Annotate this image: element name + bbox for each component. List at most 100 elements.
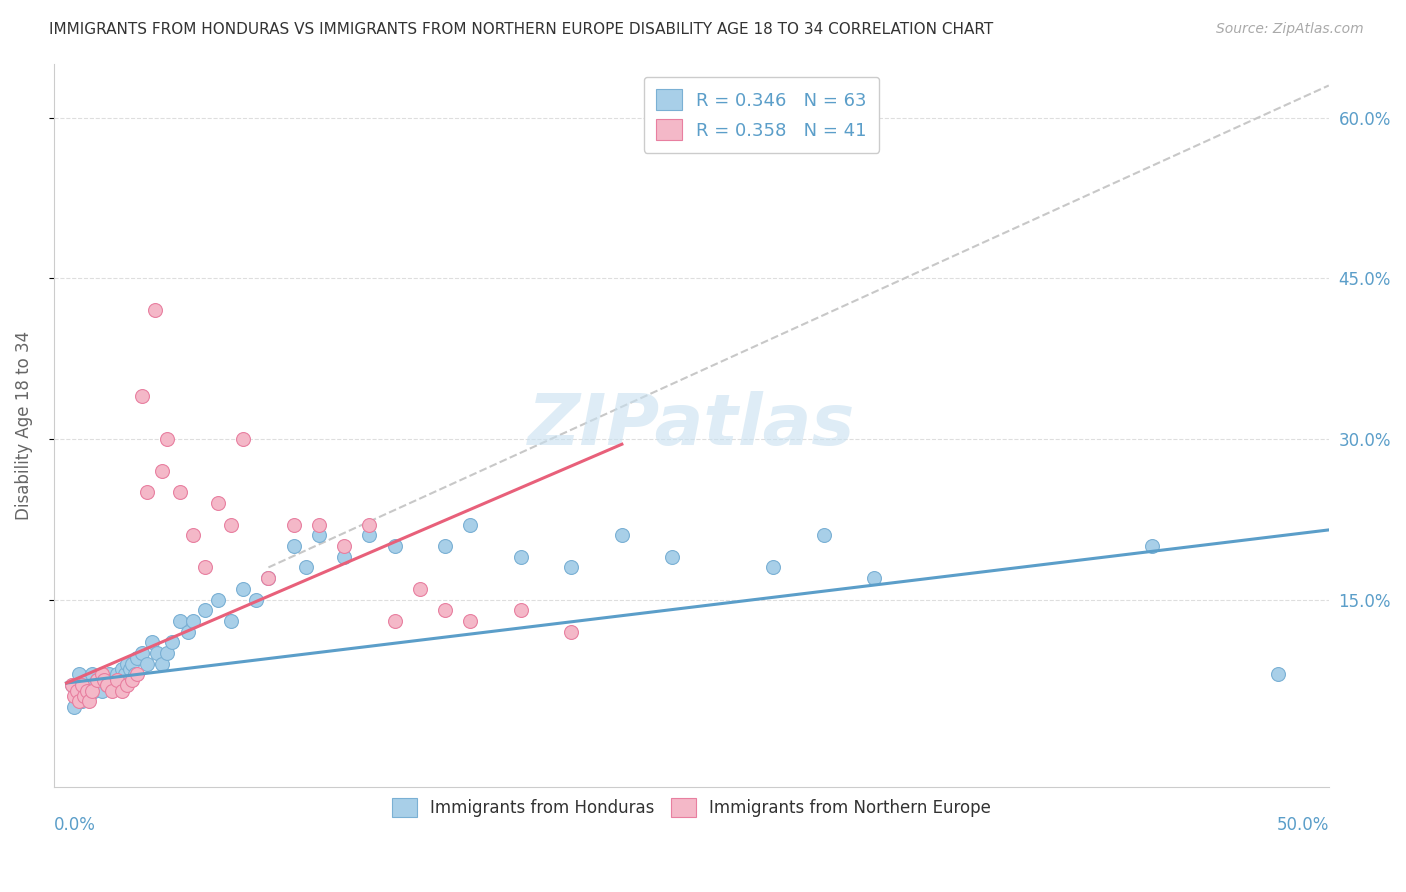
Point (136, 485, 159, 500)
Point (121, 657, 143, 671)
Point (359, 517, 381, 532)
Point (333, 549, 356, 564)
Point (89, 678, 111, 692)
Point (156, 646, 179, 660)
Point (93, 673, 115, 687)
Point (434, 539, 457, 553)
Point (63, 699, 86, 714)
Point (194, 560, 217, 574)
Point (219, 517, 242, 532)
Point (76, 683, 98, 698)
Text: Source: ZipAtlas.com: Source: ZipAtlas.com (1216, 22, 1364, 37)
Point (131, 389, 153, 403)
Text: IMMIGRANTS FROM HONDURAS VS IMMIGRANTS FROM NORTHERN EUROPE DISABILITY AGE 18 TO: IMMIGRANTS FROM HONDURAS VS IMMIGRANTS F… (49, 22, 994, 37)
Point (101, 683, 124, 698)
Point (143, 303, 166, 318)
Point (219, 614, 242, 628)
Point (63, 689, 86, 703)
Point (114, 667, 136, 681)
Point (111, 683, 134, 698)
Text: 0.0%: 0.0% (53, 816, 96, 834)
Point (245, 592, 267, 607)
Point (169, 485, 191, 500)
Point (77, 689, 100, 703)
Point (509, 603, 531, 617)
Point (384, 614, 406, 628)
Point (90, 667, 112, 681)
Point (194, 603, 217, 617)
Point (560, 560, 582, 574)
Y-axis label: Disability Age 18 to 34: Disability Age 18 to 34 (15, 331, 32, 520)
Point (141, 635, 163, 649)
Point (232, 432, 254, 446)
Point (131, 646, 153, 660)
Point (162, 635, 184, 649)
Point (80, 667, 103, 681)
Point (60, 678, 83, 692)
Point (610, 528, 633, 542)
Point (98, 667, 121, 681)
Point (67, 667, 90, 681)
Point (111, 662, 134, 676)
Point (257, 571, 280, 585)
Point (127, 667, 149, 681)
Point (509, 549, 531, 564)
Point (96, 678, 118, 692)
Text: ZIPatlas: ZIPatlas (527, 391, 855, 460)
Point (283, 539, 305, 553)
Point (65, 683, 87, 698)
Point (176, 624, 198, 639)
Point (121, 673, 143, 687)
Point (93, 673, 115, 687)
Point (146, 646, 169, 660)
Point (460, 614, 482, 628)
Point (308, 517, 330, 532)
Point (1267, 667, 1289, 681)
Point (169, 614, 191, 628)
Point (101, 673, 124, 687)
Point (105, 673, 128, 687)
Point (359, 528, 381, 542)
Point (70, 678, 93, 692)
Point (434, 603, 457, 617)
Point (560, 624, 582, 639)
Text: 50.0%: 50.0% (1277, 816, 1329, 834)
Point (283, 517, 305, 532)
Legend: Immigrants from Honduras, Immigrants from Northern Europe: Immigrants from Honduras, Immigrants fro… (384, 789, 1000, 826)
Point (115, 678, 138, 692)
Point (409, 582, 432, 596)
Point (103, 678, 125, 692)
Point (90, 683, 112, 698)
Point (77, 694, 100, 708)
Point (67, 683, 90, 698)
Point (108, 673, 131, 687)
Point (65, 689, 87, 703)
Point (80, 678, 103, 692)
Point (150, 464, 173, 478)
Point (86, 673, 108, 687)
Point (762, 560, 785, 574)
Point (207, 592, 229, 607)
Point (73, 689, 96, 703)
Point (232, 582, 254, 596)
Point (83, 683, 105, 698)
Point (67, 694, 90, 708)
Point (86, 673, 108, 687)
Point (661, 549, 683, 564)
Point (308, 528, 330, 542)
Point (207, 496, 229, 510)
Point (115, 657, 138, 671)
Point (384, 539, 406, 553)
Point (124, 667, 146, 681)
Point (105, 667, 128, 681)
Point (76, 683, 98, 698)
Point (257, 571, 280, 585)
Point (73, 678, 96, 692)
Point (60, 678, 83, 692)
Point (863, 571, 886, 585)
Point (76, 673, 98, 687)
Point (150, 657, 173, 671)
Point (1140, 539, 1163, 553)
Point (127, 651, 149, 665)
Point (80, 683, 103, 698)
